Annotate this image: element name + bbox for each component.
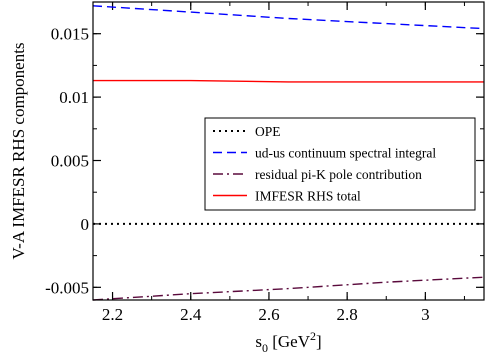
- x-axis-label-sup: 2: [310, 329, 316, 343]
- x-tick-label: 2.2: [102, 305, 123, 324]
- series-line-3: [92, 276, 485, 301]
- x-tick-label: 2.6: [258, 305, 279, 324]
- legend-box: [204, 117, 476, 211]
- x-tick-label: 3: [421, 305, 430, 324]
- x-tick-label: 2.4: [180, 305, 202, 324]
- legend-label-2: ud-us continuum spectral integral: [255, 146, 436, 161]
- legend-label-1: OPE: [255, 124, 281, 139]
- y-tick-label: 0: [81, 215, 90, 234]
- tick-labels: 2.2 2.4 2.6 2.8 3 -0.005 0 0.005 0.01 0.015: [45, 25, 430, 324]
- legend-label-3: residual pi-K pole contribution: [255, 167, 422, 182]
- y-tick-label: 0.005: [51, 152, 89, 171]
- x-axis-label-sub: 0: [262, 341, 268, 355]
- x-axis-label-close: ]: [316, 332, 322, 351]
- tick-marks: [93, 1, 484, 300]
- x-axis-label: s0 [GeV2]: [255, 329, 321, 355]
- plot-frame: [92, 1, 485, 301]
- x-tick-label: 2.8: [337, 305, 358, 324]
- y-tick-label: -0.005: [45, 278, 89, 297]
- x-axis-label-unit: [GeV: [268, 332, 311, 351]
- x-axis-label-main: s: [255, 332, 262, 351]
- legend: OPE ud-us continuum spectral integral resi…: [204, 117, 476, 211]
- series-layer: [92, 5, 485, 301]
- y-tick-label: 0.01: [59, 88, 89, 107]
- series-line-4: [93, 79, 484, 83]
- y-axis-label: V-A IMFESR RHS components: [9, 42, 28, 259]
- series-line-2: [92, 5, 485, 30]
- y-tick-label: 0.015: [51, 25, 89, 44]
- legend-label-4: IMFESR RHS total: [255, 189, 361, 204]
